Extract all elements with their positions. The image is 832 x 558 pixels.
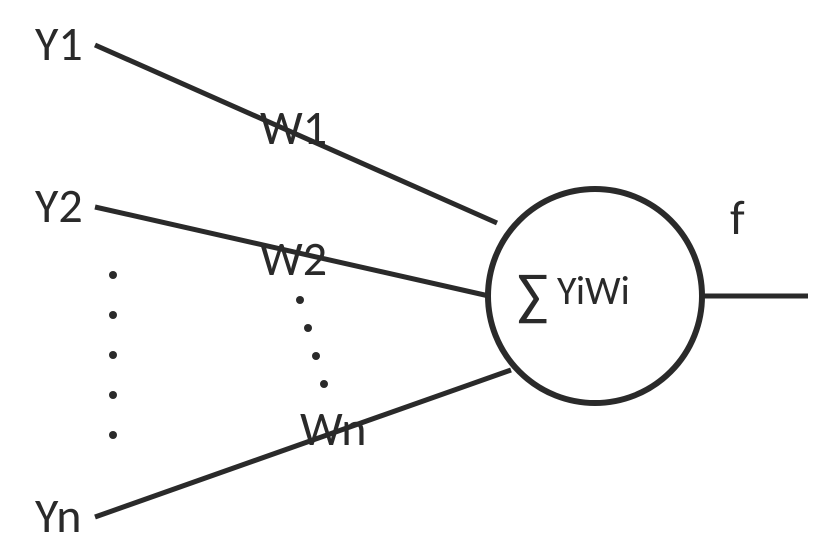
input-ellipsis-dot [109,271,117,279]
edge-yn [95,370,511,517]
edge-y1 [95,45,497,223]
weight-ellipsis-dot [312,352,320,360]
sum-expression: YiWi [557,266,630,315]
input-ellipsis-dot [109,311,117,319]
input-ellipsis-dot [109,351,117,359]
weight-ellipsis-dot [320,380,328,388]
weight-ellipsis-dot [296,296,304,304]
input-ellipsis-dot [109,391,117,399]
input-label-y2: Y2 [35,176,83,235]
weight-ellipsis-dot [304,324,312,332]
weight-label-wn: Wn [300,399,367,458]
input-ellipsis-dot [109,431,117,439]
weight-label-w1: W1 [260,98,327,157]
input-label-yn: Yn [35,486,81,545]
neuron-diagram: Y1Y2YnW1W2Wn∑YiWif [0,0,832,558]
output-label: f [730,188,745,247]
input-label-y1: Y1 [35,14,83,73]
sigma-symbol: ∑ [517,259,548,330]
